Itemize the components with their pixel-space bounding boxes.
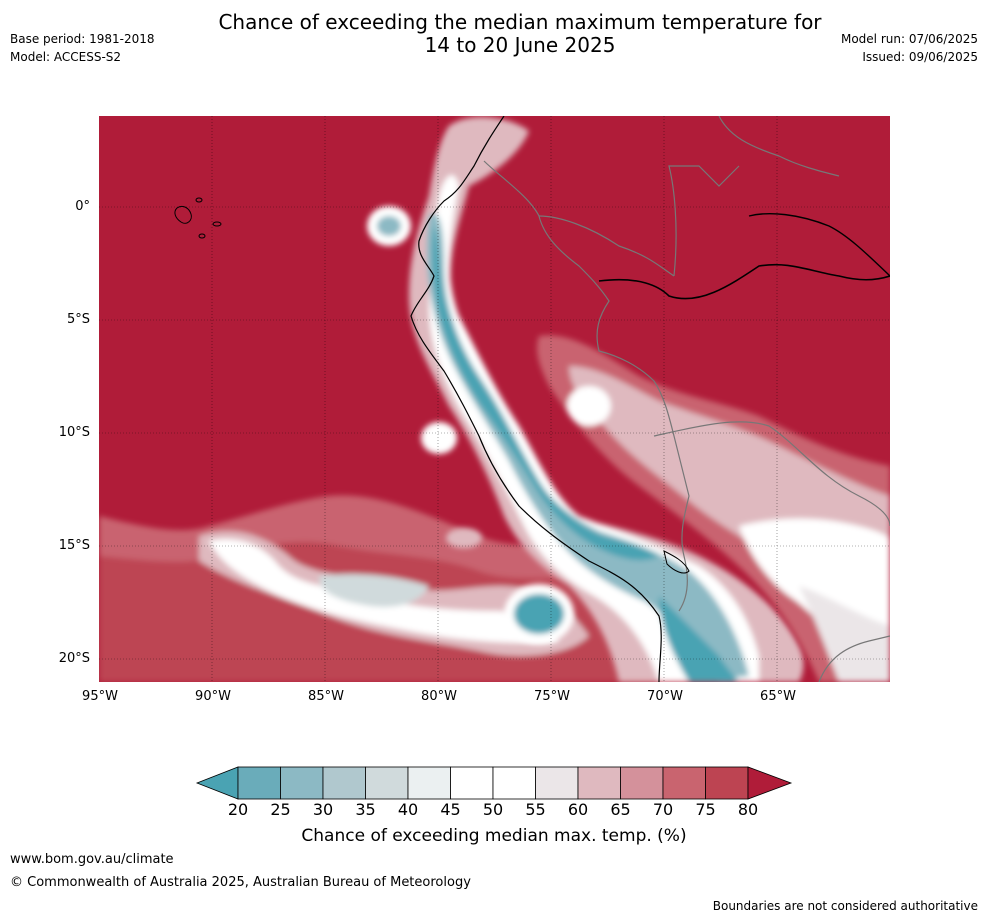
country-borders <box>483 116 890 682</box>
lon-label-70w: 70°W <box>647 689 683 704</box>
colorbar-tick-label: 75 <box>695 800 716 819</box>
colorbar-tick-label: 60 <box>567 800 589 819</box>
issued-text: Issued: 09/06/2025 <box>862 50 978 64</box>
colorbar-swatch <box>237 766 281 800</box>
colorbar-svg <box>195 766 793 800</box>
southern-band <box>99 495 739 682</box>
colorbar-swatch <box>450 766 494 800</box>
model-text: Model: ACCESS-S2 <box>10 50 122 64</box>
colorbar-swatch <box>705 766 749 800</box>
colorbar-label: Chance of exceeding median max. temp. (%… <box>301 826 687 846</box>
lon-label-75w: 75°W <box>534 689 570 704</box>
colorbar-tick-label: 30 <box>312 800 334 819</box>
footer-note: Boundaries are not considered authoritat… <box>712 899 978 913</box>
colorbar-swatch <box>407 766 451 800</box>
footer-url: www.bom.gov.au/climate <box>10 852 174 867</box>
colorbar-tick-label: 40 <box>397 800 419 819</box>
colorbar-tick-label: 80 <box>737 800 759 819</box>
metadata-left: Base period: 1981-2018 Model: ACCESS-S2 <box>10 30 155 66</box>
colorbar-tick-label: 25 <box>270 800 291 819</box>
coastline <box>410 116 662 682</box>
colorbar-swatch <box>322 766 366 800</box>
colorbar-swatch <box>365 766 409 800</box>
colorbar-tick-label: 55 <box>525 800 546 819</box>
lat-label-5s: 5°S <box>66 312 90 327</box>
model-run-text: Model run: 07/06/2025 <box>840 32 978 46</box>
colorbar-swatch <box>577 766 621 800</box>
colorbar-tick-label: 20 <box>227 800 249 819</box>
lon-label-80w: 80°W <box>421 689 457 704</box>
colorbar-tick-label: 35 <box>355 800 376 819</box>
offshore-blobs <box>367 206 574 644</box>
lon-label-90w: 90°W <box>195 689 231 704</box>
colorbar-extend-high <box>747 766 793 800</box>
footer-copyright: © Commonwealth of Australia 2025, Austra… <box>10 875 471 890</box>
map-title: Chance of exceeding the median maximum t… <box>180 11 860 57</box>
rio-negro <box>748 212 890 277</box>
lat-label-20s: 20°S <box>58 651 90 666</box>
lat-label-0: 0° <box>75 199 90 214</box>
graticule <box>99 116 890 682</box>
lat-label-15s: 15°S <box>58 538 90 553</box>
base-period-text: Base period: 1981-2018 <box>10 32 155 46</box>
lon-label-95w: 95°W <box>82 689 118 704</box>
galapagos-islands <box>174 197 222 239</box>
colorbar-swatch <box>662 766 706 800</box>
lon-label-65w: 65°W <box>760 689 796 704</box>
lake-titicaca <box>663 550 690 574</box>
colorbar-swatch <box>620 766 664 800</box>
colorbar-extend-low <box>195 766 239 800</box>
probability-map <box>99 116 890 682</box>
colorbar-swatch <box>280 766 324 800</box>
colorbar-ticks: 20 25 30 35 40 45 50 55 60 65 70 75 80 <box>0 800 988 820</box>
colorbar-tick-label: 50 <box>482 800 504 819</box>
lon-label-85w: 85°W <box>308 689 344 704</box>
title-line-1: Chance of exceeding the median maximum t… <box>218 10 822 34</box>
colorbar-swatches <box>195 766 793 800</box>
colorbar-swatch <box>535 766 579 800</box>
amazon-river <box>598 263 890 300</box>
inland-region <box>537 335 890 682</box>
metadata-right: Model run: 07/06/2025 Issued: 09/06/2025 <box>841 30 978 66</box>
lat-label-10s: 10°S <box>58 425 90 440</box>
title-line-2: 14 to 20 June 2025 <box>424 33 616 57</box>
colorbar-tick-label: 45 <box>440 800 461 819</box>
map-canvas <box>99 116 890 682</box>
colorbar-swatch <box>492 766 536 800</box>
colorbar-tick-label: 70 <box>652 800 674 819</box>
colorbar-tick-label: 65 <box>610 800 631 819</box>
colorbar <box>195 765 795 805</box>
